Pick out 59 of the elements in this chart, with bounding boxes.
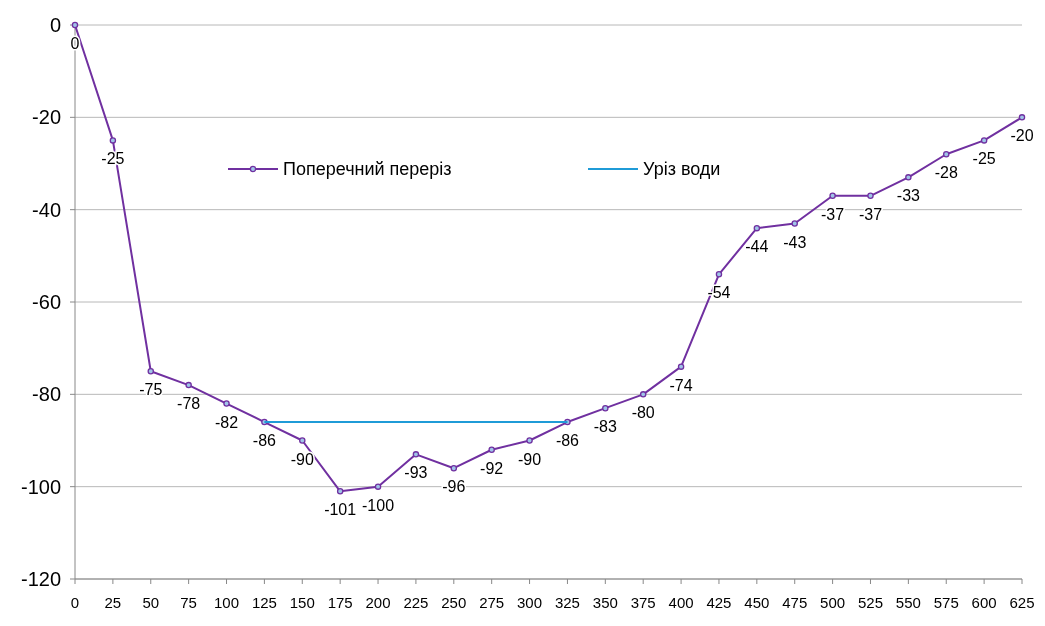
data-label: -82 [214, 413, 239, 431]
data-label: -43 [783, 233, 807, 251]
x-tick-label: 475 [782, 594, 808, 611]
x-tick-label: 75 [180, 594, 197, 611]
x-tick-label: 275 [479, 594, 505, 611]
x-tick-label: 25 [104, 594, 122, 611]
data-label: -100 [362, 496, 395, 514]
x-tick-label: 300 [517, 594, 543, 611]
y-tick-label: -100 [20, 475, 61, 498]
data-label: -96 [442, 478, 466, 496]
legend-label: Поперечний переріз [283, 159, 452, 180]
x-tick-label: 100 [214, 594, 240, 611]
data-label: -86 [252, 432, 277, 450]
x-tick-label: 375 [630, 594, 656, 611]
x-tick-label: 350 [592, 594, 618, 611]
data-label: -25 [972, 150, 996, 168]
data-label: -37 [858, 205, 883, 223]
data-label: -37 [821, 205, 845, 223]
x-tick-label: 575 [933, 594, 959, 611]
x-tick-label: 200 [365, 594, 391, 611]
x-tick-label: 425 [706, 594, 732, 611]
y-tick-label: -20 [32, 106, 61, 129]
data-label: -20 [1010, 127, 1034, 145]
x-tick-label: 150 [289, 594, 315, 611]
data-label: -28 [934, 164, 958, 182]
x-tick-label: 50 [142, 594, 160, 611]
x-tick-label: 225 [403, 594, 429, 611]
data-label: -83 [593, 418, 617, 436]
data-label: -92 [480, 459, 504, 477]
y-tick-label: -60 [32, 291, 61, 313]
y-tick-label: 0 [49, 14, 61, 36]
x-tick-label: 625 [1009, 594, 1035, 611]
x-tick-label: 550 [895, 594, 921, 611]
data-label: -90 [518, 450, 542, 468]
x-tick-label: 325 [554, 594, 580, 611]
x-tick-label: 0 [70, 594, 80, 611]
x-tick-label: 125 [251, 594, 277, 611]
x-tick-label: 400 [668, 594, 694, 611]
data-label: -80 [631, 404, 655, 422]
legend-label: Уріз води [643, 159, 721, 180]
data-label: -101 [324, 501, 357, 519]
data-label: -78 [177, 395, 201, 413]
x-tick-label: 450 [744, 594, 770, 611]
data-label: -33 [896, 187, 921, 205]
data-label: -90 [290, 450, 314, 468]
y-tick-label: -80 [32, 383, 61, 406]
data-label: -74 [669, 376, 693, 394]
x-tick-label: 525 [857, 594, 883, 611]
data-label: -93 [404, 464, 428, 482]
x-tick-label: 175 [327, 594, 353, 611]
x-tick-label: 500 [820, 594, 846, 611]
y-tick-label: -40 [32, 198, 61, 221]
x-tick-label: 600 [971, 594, 997, 611]
data-label: -75 [139, 381, 163, 399]
data-label: -44 [745, 238, 769, 256]
y-tick-label: -120 [20, 568, 61, 590]
data-label: -86 [555, 432, 580, 450]
data-label: 0 [70, 35, 80, 52]
x-tick-label: 250 [441, 594, 467, 611]
